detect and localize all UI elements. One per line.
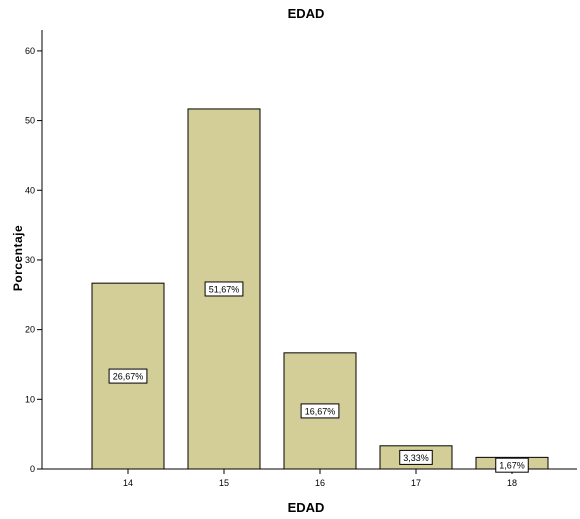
y-tick-label-0: 0	[30, 464, 35, 474]
data-label-box-17	[399, 449, 433, 465]
data-label-box-15	[204, 281, 244, 297]
data-label-16: 16,67%	[305, 406, 336, 416]
chart-title: EDAD	[288, 6, 325, 21]
y-tick-label-20: 20	[25, 325, 35, 335]
y-tick-label-10: 10	[25, 394, 35, 404]
data-label-box-18	[495, 457, 529, 473]
x-tick-label-17: 17	[411, 478, 421, 488]
data-label-box-14	[108, 368, 148, 384]
data-label-14: 26,67%	[113, 372, 144, 382]
x-tick-label-15: 15	[219, 478, 229, 488]
data-label-box-16	[300, 403, 340, 419]
x-tick-label-18: 18	[507, 478, 517, 488]
data-label-15: 51,67%	[209, 284, 240, 294]
x-tick-label-16: 16	[315, 478, 325, 488]
x-tick-label-14: 14	[123, 478, 133, 488]
x-axis-label: EDAD	[288, 500, 325, 515]
y-tick-label-60: 60	[25, 46, 35, 56]
y-axis-label: Porcentaje	[11, 225, 25, 291]
data-label-17: 3,33%	[403, 453, 429, 463]
plot-area: 0 10 20 30 40 50 60 14 15 16 17 18 26,67% 51,67% 16,67…	[25, 30, 577, 488]
y-tick-label-40: 40	[25, 185, 35, 195]
data-label-18: 1,67%	[499, 461, 525, 471]
y-tick-label-50: 50	[25, 116, 35, 126]
y-tick-label-30: 30	[25, 255, 35, 265]
